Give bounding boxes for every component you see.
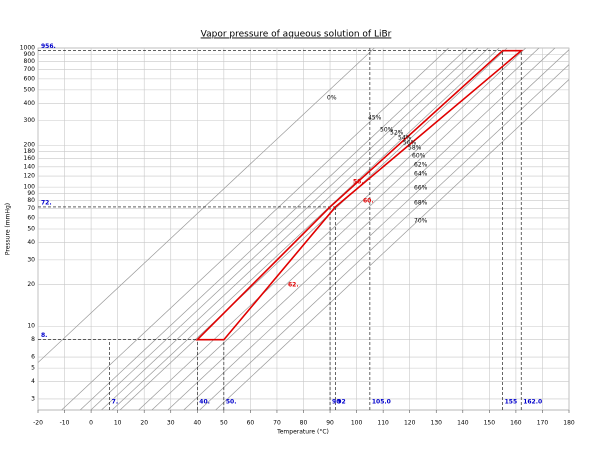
y-tick-label: 90: [27, 190, 35, 197]
concentration-line: [61, 48, 449, 410]
concentration-label: 68%: [414, 200, 428, 207]
x-tick-label: 160: [510, 420, 522, 427]
y-axis-title: Pressure (mmHg): [5, 203, 12, 255]
v-guide-label: 105.0: [372, 399, 391, 406]
v-guide-label: 162.0: [523, 399, 542, 406]
x-tick-label: 180: [563, 420, 575, 427]
x-tick-label: -10: [60, 420, 70, 427]
v-guide-label: 40.: [199, 399, 210, 406]
y-tick-label: 70: [27, 205, 35, 212]
concentration-label: 70%: [414, 218, 428, 225]
x-tick-label: 130: [431, 420, 443, 427]
x-tick-label: 60: [247, 420, 255, 427]
concentration-line: [90, 48, 479, 410]
x-tick-label: -20: [33, 420, 43, 427]
y-tick-label: 50: [27, 226, 35, 233]
chart-title: Vapor pressure of aqueous solution of Li…: [201, 30, 392, 40]
concentration-line: [101, 48, 489, 410]
concentration-label: 54%: [398, 135, 412, 142]
concentration-line: [79, 48, 468, 410]
x-tick-label: 70: [273, 420, 281, 427]
y-tick-label: 8: [31, 336, 35, 343]
y-tick-label: 500: [24, 86, 36, 93]
concentration-label: 64%: [414, 171, 428, 178]
x-tick-label: 40: [193, 420, 201, 427]
concentration-lines: [38, 48, 569, 410]
cycle: [195, 49, 524, 341]
concentration-label: 60%: [412, 153, 426, 160]
x-tick-label: 90: [326, 420, 334, 427]
concentration-line: [138, 48, 526, 410]
cycle-outline: [195, 49, 524, 341]
y-tick-label: 180: [24, 148, 36, 155]
x-tick-label: 80: [300, 420, 308, 427]
x-tick-label: 10: [114, 420, 122, 427]
y-tick-label: 20: [27, 281, 35, 288]
concentration-label: 62%: [414, 162, 428, 169]
v-guide-label: 50.: [226, 399, 237, 406]
y-tick-label: 1000: [20, 45, 35, 52]
labels: 0% 45% 50%52%54%56%58%60% 62% 64% 66% 68% 70% 95…: [41, 43, 542, 405]
concentration-line: [119, 48, 508, 410]
y-tick-label: 80: [27, 197, 35, 204]
y-tick-label: 800: [24, 58, 36, 65]
concentration-line: [111, 48, 500, 410]
x-tick-label: 140: [457, 420, 469, 427]
concentration-label: 66%: [414, 185, 428, 192]
cycle-label: 58.: [353, 179, 364, 186]
concentration-label: 50%: [380, 127, 394, 134]
v-guide-label: 155: [505, 399, 518, 406]
h-guide-label: 8.: [41, 332, 47, 339]
x-tick-label: 30: [167, 420, 175, 427]
y-tick-label: 6: [31, 354, 35, 361]
y-tick-label: 100: [24, 184, 36, 191]
y-tick-label: 30: [27, 256, 35, 263]
v-guide-label: 92: [337, 399, 345, 406]
x-tick-label: 150: [484, 420, 496, 427]
v-guide-label: 90: [332, 399, 340, 406]
y-tick-label: 600: [24, 75, 36, 82]
y-tick-label: 900: [24, 51, 36, 58]
v-guide-label: 7.: [112, 399, 118, 406]
concentration-line: [151, 48, 540, 410]
x-tick-label: 0: [89, 420, 93, 427]
y-tick-label: 700: [24, 66, 36, 73]
cycle-label: 62.: [288, 282, 299, 289]
x-tick-label: 50: [220, 420, 228, 427]
x-tick-label: 120: [404, 420, 416, 427]
y-tick-label: 140: [24, 163, 36, 170]
y-tick-label: 4: [31, 378, 35, 385]
concentration-line: [38, 48, 375, 364]
concentration-label: 45%: [368, 115, 382, 122]
x-tick-label: 20: [140, 420, 148, 427]
concentration-line: [215, 79, 569, 410]
y-tick-label: 300: [24, 117, 36, 124]
y-tick-label: 160: [24, 155, 36, 162]
x-tick-label: 170: [537, 420, 549, 427]
concentration-label: 56%: [403, 140, 417, 147]
y-tick-label: 3: [31, 395, 35, 402]
y-tick-label: 400: [24, 100, 36, 107]
guides: [38, 48, 522, 410]
x-tick-label: 100: [351, 420, 363, 427]
h-guide-label: 72.: [41, 199, 52, 206]
cycle-label: 60.: [363, 198, 374, 205]
h-guide-label: 956.: [41, 43, 56, 50]
x-tick-label: 110: [377, 420, 389, 427]
y-tick-label: 40: [27, 239, 35, 246]
concentration-label: 52%: [390, 130, 404, 137]
y-tick-label: 200: [24, 142, 36, 149]
concentration-label: 58%: [408, 145, 422, 152]
y-tick-label: 10: [27, 323, 35, 330]
concentration-line: [183, 49, 569, 410]
concentration-line: [199, 64, 569, 410]
y-tick-label: 5: [31, 365, 35, 372]
concentration-line: [167, 48, 556, 410]
x-axis-title: Temperature (°C): [276, 429, 329, 436]
y-tick-label: 60: [27, 214, 35, 221]
concentration-label: 0%: [327, 95, 337, 102]
y-tick-label: 120: [24, 173, 36, 180]
